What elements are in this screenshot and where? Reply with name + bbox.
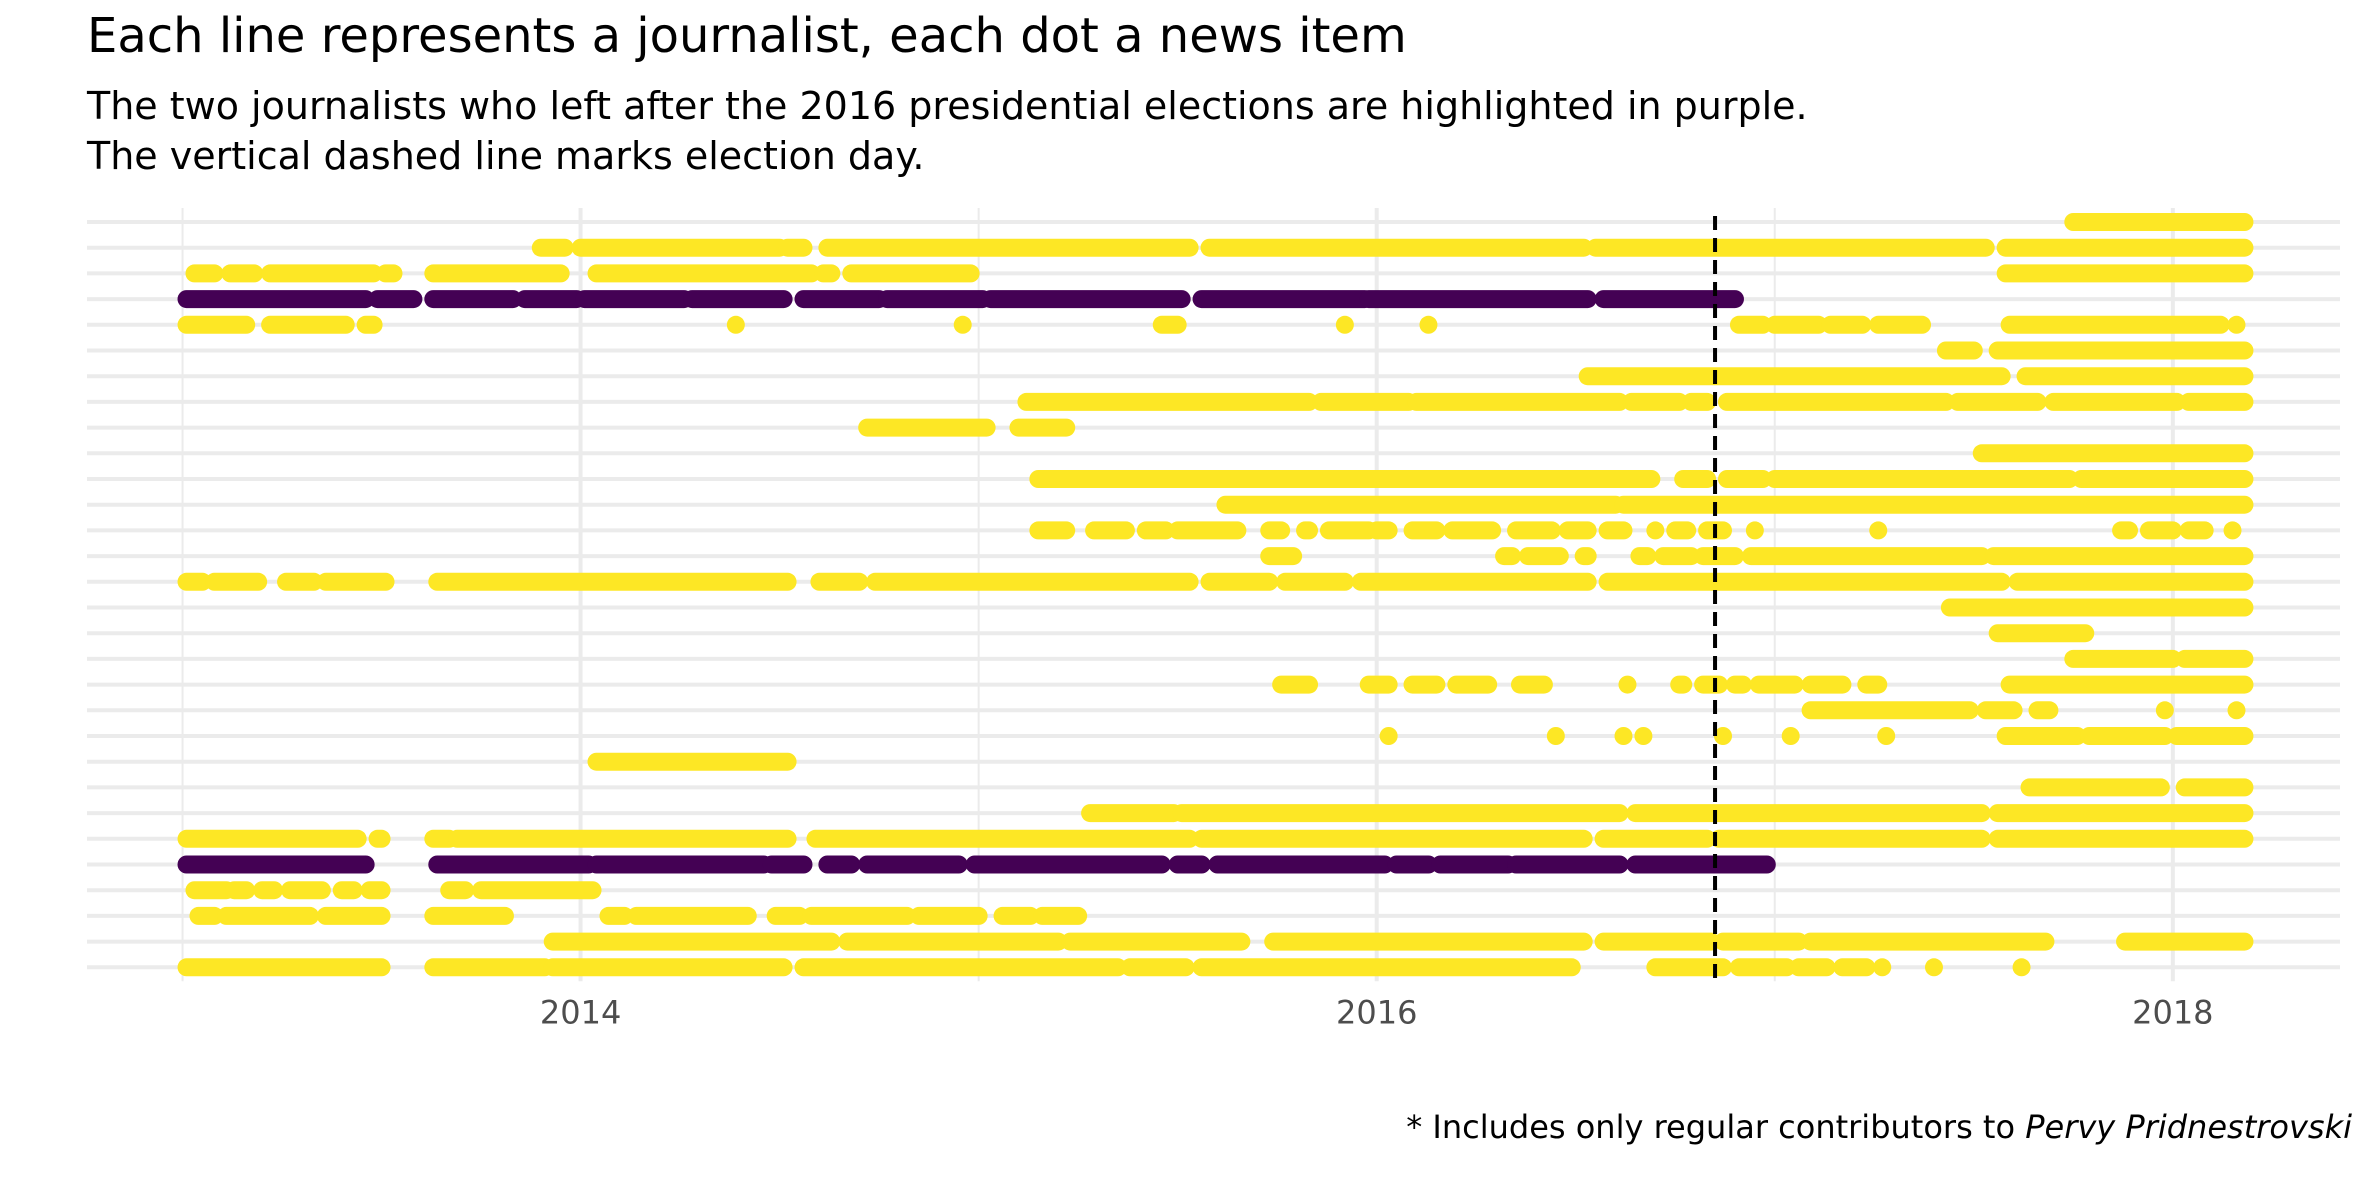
- journalist-row: [177, 958, 2031, 977]
- news-item-dot: [1618, 675, 1637, 694]
- news-item-dot: [1546, 727, 1565, 745]
- journalist-timelines: [177, 213, 2254, 977]
- vertical-gridlines: [181, 208, 2175, 982]
- x-tick-label: 2018: [2132, 993, 2213, 1031]
- news-item-dot: [2155, 701, 2174, 720]
- news-item-dot: [1924, 958, 1943, 977]
- news-item-dot: [1335, 315, 1354, 334]
- news-item-dot: [2223, 521, 2242, 540]
- horizontal-gridlines: [87, 220, 2340, 970]
- news-item-dot: [1379, 727, 1398, 745]
- chart-subtitle-line-2: The vertical dashed line marks election …: [87, 134, 925, 178]
- news-item-dot: [1419, 315, 1438, 334]
- journalist-row: [1029, 521, 2242, 540]
- x-tick-label: 2016: [1336, 993, 1417, 1031]
- journalist-row: [1379, 727, 2254, 745]
- news-item-dot: [1646, 521, 1665, 540]
- news-item-dot: [726, 315, 745, 334]
- caption-source-name: Pervy Pridnestrovski: [2025, 1108, 2352, 1146]
- news-item-dot: [2227, 701, 2246, 720]
- news-item-dot: [1614, 727, 1633, 745]
- news-item-dot: [1745, 521, 1764, 540]
- x-axis-ticks: 2014 2016 2018: [540, 993, 2214, 1031]
- news-item-dot: [1873, 958, 1892, 977]
- caption-text: * Includes only regular contributors to: [1406, 1108, 2026, 1146]
- journalist-row: [177, 315, 2246, 334]
- journalist-row: [1801, 701, 2246, 720]
- journalist-row: [1272, 675, 2254, 694]
- news-item-dot: [1877, 727, 1896, 745]
- timeline-plot: 2014 2016 2018: [87, 208, 2340, 1031]
- news-item-dot: [1634, 727, 1653, 745]
- chart-subtitle-line-1: The two journalists who left after the 2…: [87, 84, 1808, 128]
- news-item-dot: [1869, 521, 1888, 540]
- news-item-dot: [2227, 315, 2246, 334]
- x-tick-label: 2014: [540, 993, 621, 1031]
- news-item-dot: [1714, 727, 1733, 745]
- chart-title: Each line represents a journalist, each …: [87, 8, 1407, 64]
- news-item-dot: [953, 315, 972, 334]
- news-item-dot: [2012, 958, 2031, 977]
- news-item-dot: [1781, 727, 1800, 745]
- caption: * Includes only regular contributors to …: [1406, 1108, 2352, 1146]
